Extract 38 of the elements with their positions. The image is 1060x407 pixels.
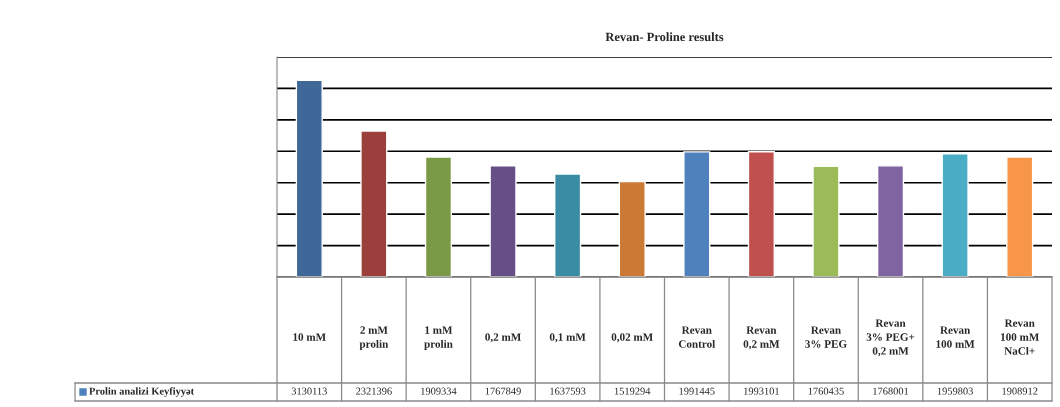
bar (876, 165, 905, 277)
x-tick-label: 0,02 mM (611, 333, 653, 343)
data-label: 1637593 (550, 387, 586, 395)
data-label: 1768001 (873, 387, 909, 395)
data-label: 3130113 (291, 387, 327, 395)
bar (812, 165, 840, 277)
x-tick-label: Revan 3% PEG (805, 326, 847, 348)
x-tick-label: Revan 100 mM NaCl+ (1001, 319, 1039, 355)
data-label: 2321396 (356, 387, 392, 395)
data-label: 1908912 (1002, 387, 1038, 395)
data-label: 1767849 (485, 387, 521, 395)
x-tick-label: Revan 100 mM (936, 326, 975, 348)
bar (360, 130, 388, 277)
x-tick-label: 10 mM (293, 333, 326, 341)
x-tick-label: Revan Control (678, 326, 716, 348)
x-tick-label: 1 mM prolin (424, 326, 453, 350)
bar (1006, 156, 1034, 277)
data-label: 1991445 (679, 387, 715, 395)
bar (489, 165, 517, 277)
bar (683, 151, 711, 277)
bar (618, 180, 646, 277)
bar (424, 156, 453, 277)
x-tick-label: 0,2 mM (485, 333, 521, 343)
bar (295, 79, 323, 277)
data-label: 1760435 (808, 387, 844, 395)
bar (941, 153, 969, 277)
data-label: 1959803 (937, 387, 973, 395)
x-tick-label: 0,1 mM (549, 333, 586, 343)
legend-label: Prolin analizi Keyfiyyət (89, 387, 195, 397)
x-tick-label: Revan 0,2 mM (743, 326, 780, 350)
data-label: 1993101 (744, 387, 779, 395)
x-tick-label: 2 mM prolin (359, 326, 389, 350)
chart-title: Revan- Proline results (605, 32, 724, 42)
bar (554, 173, 582, 277)
data-label: 1909334 (421, 387, 457, 395)
data-label: 1519294 (614, 387, 651, 395)
x-tick-label: Revan 3% PEG+ 0,2 mM (866, 319, 915, 357)
bar (747, 151, 775, 277)
